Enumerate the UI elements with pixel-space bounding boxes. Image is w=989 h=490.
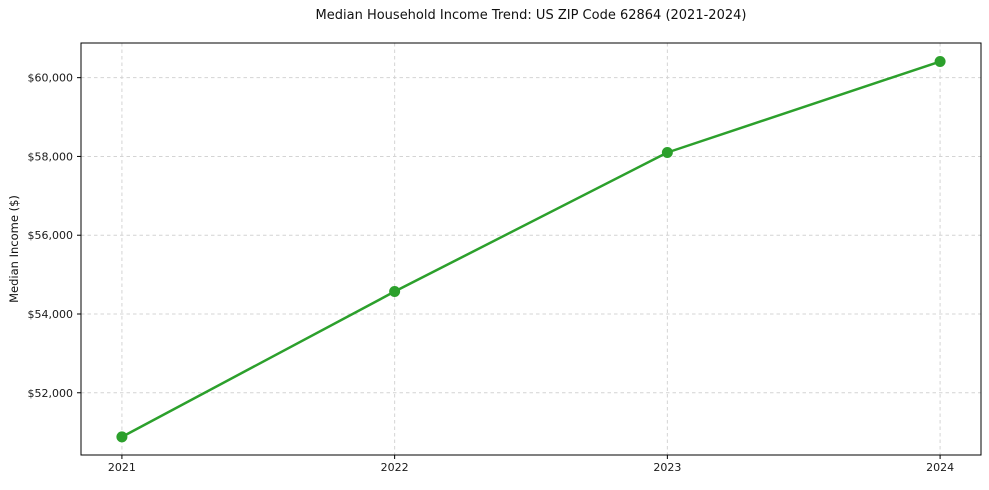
x-tick-label: 2021 (108, 461, 136, 474)
y-tick-label: $52,000 (28, 387, 74, 400)
data-point-2022 (389, 286, 401, 298)
data-point-2024 (934, 56, 946, 68)
income-trend-line (120, 60, 942, 439)
y-tick-label: $58,000 (28, 150, 74, 163)
data-point-2021 (116, 431, 128, 443)
data-point-2023 (661, 146, 673, 158)
y-tick-label: $54,000 (28, 308, 74, 321)
chart-title: Median Household Income Trend: US ZIP Co… (315, 8, 747, 23)
y-tick-label: $60,000 (28, 72, 74, 85)
x-tick-label: 2022 (381, 461, 409, 474)
y-tick-label: $56,000 (28, 229, 74, 242)
x-tick-label: 2024 (926, 461, 954, 474)
x-tick-label: 2023 (653, 461, 681, 474)
plot-border (80, 42, 982, 456)
